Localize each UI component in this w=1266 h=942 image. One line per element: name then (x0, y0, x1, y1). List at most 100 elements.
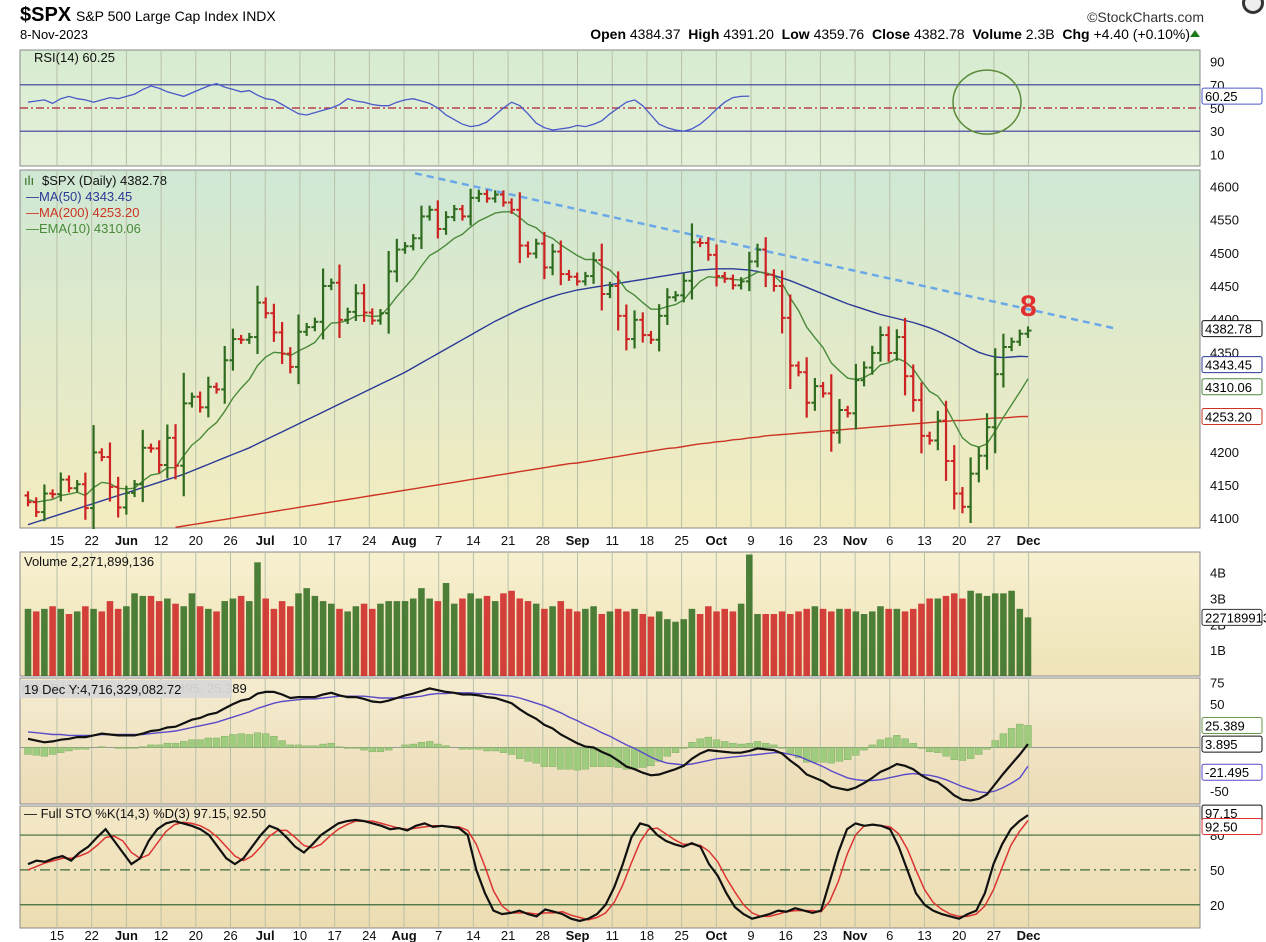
macd-histogram-bar (73, 747, 81, 750)
x-axis-band (20, 529, 1200, 549)
macd-histogram-bar (622, 747, 631, 770)
price-y-tick: 4500 (1210, 246, 1239, 261)
bottom-x-tick-label: 24 (362, 928, 376, 942)
bottom-x-tick-label: 23 (813, 928, 827, 942)
volume-bar (746, 554, 753, 676)
x-tick-label: 14 (466, 533, 480, 548)
macd-histogram-bar (614, 747, 622, 768)
volume-value-tag-box (1201, 608, 1263, 626)
volume-bar (24, 608, 32, 676)
volume-bar (877, 606, 884, 676)
volume-bar (49, 606, 56, 676)
macd-histogram-bar (278, 740, 286, 748)
macd-histogram-bar (327, 742, 335, 748)
macd-histogram-bar (573, 747, 581, 771)
macd-histogram-bar (114, 747, 122, 749)
volume-bar (737, 603, 745, 676)
volume-bar (508, 590, 515, 676)
macd-histogram-bar (466, 747, 475, 750)
macd-histogram-bar (360, 747, 368, 751)
macd-histogram-bar (442, 745, 450, 748)
macd-histogram-bar (852, 747, 860, 756)
volume-bar (1008, 590, 1015, 676)
macd-histogram-bar (729, 742, 737, 748)
bottom-x-tick-label: Dec (1017, 928, 1041, 942)
volume-bar (114, 608, 122, 676)
volume-bar (606, 611, 614, 676)
x-tick-label: Aug (391, 533, 416, 548)
price-y-tick: 4100 (1210, 511, 1239, 526)
volume-bar (795, 611, 802, 676)
macd-histogram-bar (942, 747, 950, 757)
macd-histogram-bar (835, 747, 844, 762)
macd-value-tag-box (1201, 735, 1263, 753)
macd-histogram-bar (745, 742, 753, 748)
volume-bar (926, 598, 933, 676)
bottom-x-tick-label: 10 (293, 928, 307, 942)
volume-bar (205, 608, 212, 676)
volume-bar (90, 608, 97, 676)
macd-histogram-bar (417, 742, 426, 748)
x-tick-label: 12 (154, 533, 168, 548)
macd-histogram-bar (458, 747, 467, 750)
macd-histogram-bar (581, 747, 590, 770)
macd-histogram-bar (376, 747, 385, 753)
macd-histogram-bar (401, 744, 409, 748)
macd-histogram-bar (991, 740, 999, 748)
volume-bar (278, 601, 286, 676)
stoch-y-tick: 20 (1210, 898, 1224, 913)
bottom-x-tick-label: 17 (327, 928, 341, 942)
macd-histogram-bar (32, 747, 40, 756)
macd-histogram-bar (57, 747, 65, 753)
volume-bar (1016, 608, 1024, 676)
x-tick-label: 6 (886, 533, 893, 548)
macd-histogram-bar (434, 743, 442, 748)
volume-bar (319, 601, 327, 676)
macd-histogram-bar (245, 734, 253, 748)
volume-bar (213, 611, 220, 676)
stoch-y-tick: 50 (1210, 863, 1224, 878)
volume-bar (254, 562, 261, 676)
macd-histogram-bar (532, 747, 540, 764)
x-tick-label: 24 (362, 533, 376, 548)
volume-bar (942, 595, 950, 676)
macd-histogram-bar (483, 747, 491, 752)
bottom-x-tick-label: 20 (189, 928, 203, 942)
close-value: 4382.78 (913, 26, 965, 42)
price-value-tag-0: 4382.78 (1205, 322, 1252, 337)
volume-bar (147, 595, 155, 676)
macd-histogram-bar (663, 747, 672, 757)
volume-label: Volume (972, 26, 1022, 42)
price-value-tag-2-box (1201, 378, 1263, 396)
macd-histogram-bar (770, 744, 778, 748)
volume-bar (82, 606, 89, 676)
bottom-x-tick-label: 21 (501, 928, 515, 942)
macd-histogram-bar (999, 733, 1008, 748)
volume-bar (98, 611, 106, 676)
x-tick-label: 13 (917, 533, 931, 548)
x-tick-label: 23 (813, 533, 827, 548)
macd-tooltip-box (20, 680, 232, 698)
volume-bar (729, 611, 737, 676)
macd-signal-tag-box (1201, 763, 1263, 781)
symbol-title: $SPX (20, 4, 72, 26)
ohlc-summary: Open 4384.37 High 4391.20 Low 4359.76 Cl… (590, 26, 1190, 42)
brand-watermark: ©StockCharts.com (1087, 9, 1204, 25)
macd-histogram-bar (540, 747, 549, 767)
close-icon[interactable] (1242, 0, 1264, 14)
volume-bar (901, 611, 909, 676)
volume-bar (655, 611, 663, 676)
price-value-tag-0-box (1201, 320, 1263, 338)
volume-bar (573, 611, 581, 676)
volume-bar (991, 593, 999, 676)
rsi-line (27, 82, 750, 132)
volume-bar (557, 601, 565, 676)
volume-bar (549, 606, 556, 676)
macd-histogram-bar (548, 747, 557, 767)
macd-histogram-bar (860, 747, 868, 751)
x-tick-label: Dec (1017, 533, 1041, 548)
volume-bar (41, 608, 48, 676)
volume-bar (631, 608, 638, 676)
volume-bar (172, 603, 179, 676)
volume-bar (459, 598, 466, 676)
